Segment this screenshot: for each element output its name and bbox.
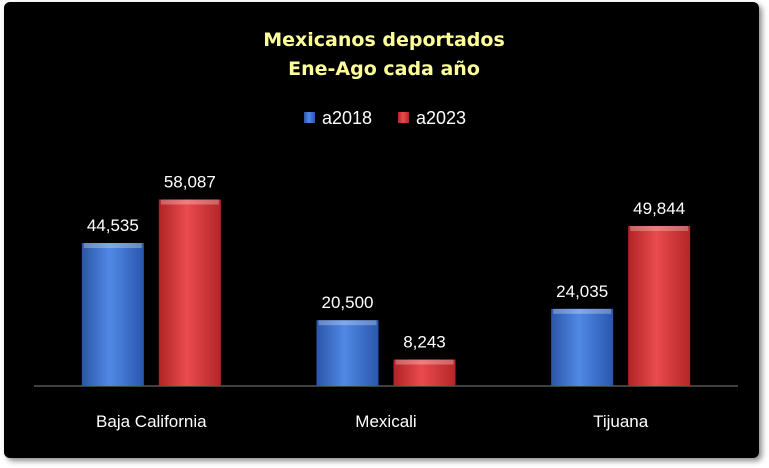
category-label-tijuana: Tijuana [593, 412, 649, 431]
value-label-a2023-baja-california: 58,087 [164, 173, 216, 192]
legend: a2018 a2023 [304, 108, 466, 128]
bar-highlight-a2023-tijuana [630, 225, 689, 231]
bar-a2023-mexicali [393, 359, 456, 386]
bar-a2023-baja-california [158, 199, 221, 386]
bar-highlight-a2018-tijuana [553, 308, 612, 314]
bar-a2018-baja-california [81, 243, 144, 386]
value-label-a2023-tijuana: 49,844 [633, 199, 685, 218]
value-label-a2023-mexicali: 8,243 [403, 333, 446, 352]
chart-title: Mexicanos deportados [263, 29, 505, 51]
legend-label-a2023: a2023 [416, 108, 466, 128]
category-label-baja-california: Baja California [96, 412, 207, 431]
value-label-a2018-baja-california: 44,535 [87, 216, 139, 235]
bar-highlight-a2018-baja-california [83, 243, 142, 249]
legend-label-a2018: a2018 [322, 108, 372, 128]
legend-swatch-a2023 [398, 112, 409, 123]
category-label-mexicali: Mexicali [355, 412, 416, 431]
labels-layer: 44,535 58,087 Baja California 20,500 8,243 Me… [87, 173, 685, 432]
value-label-a2018-mexicali: 20,500 [322, 293, 374, 312]
bar-a2018-mexicali [316, 320, 379, 386]
chart-subtitle: Ene-Ago cada año [288, 58, 480, 80]
bar-a2018-tijuana [551, 308, 614, 386]
bar-highlight-a2018-mexicali [318, 320, 377, 326]
value-label-a2018-tijuana: 24,035 [556, 282, 608, 301]
bar-highlight-a2023-baja-california [160, 199, 219, 205]
bars-layer [81, 199, 691, 386]
bar-a2023-tijuana [628, 225, 691, 386]
bar-highlight-a2023-mexicali [395, 359, 454, 365]
legend-swatch-a2018 [304, 112, 315, 123]
